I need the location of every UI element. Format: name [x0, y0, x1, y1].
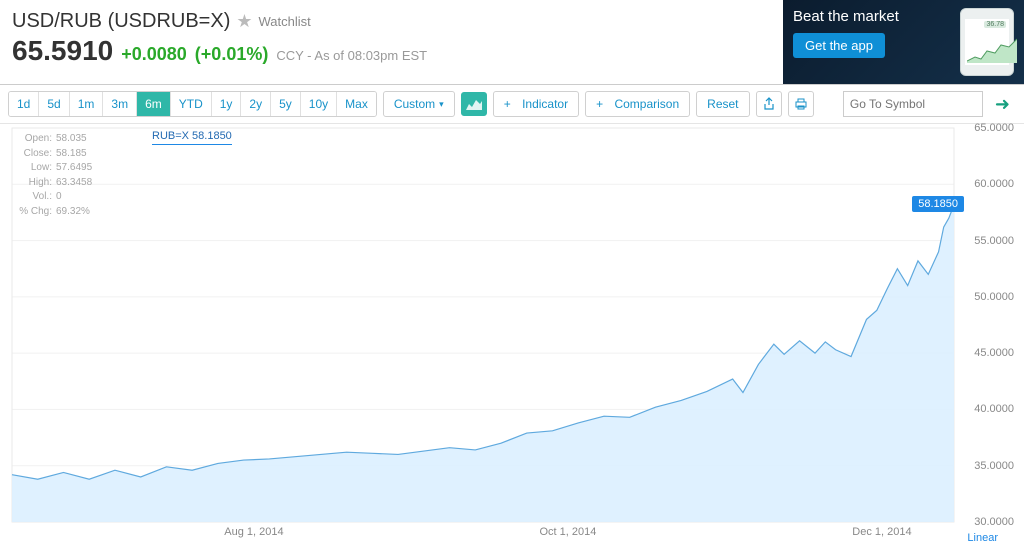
price-change-pct: (+0.01%)	[195, 44, 269, 65]
close-value: 58.185	[56, 148, 87, 159]
y-tick: 30.0000	[974, 516, 1014, 528]
last-price-flag: 58.1850	[912, 196, 964, 212]
high-label: High:	[14, 176, 52, 191]
plus-icon: +	[596, 97, 603, 111]
print-button[interactable]	[788, 91, 814, 117]
x-tick: Aug 1, 2014	[224, 526, 283, 538]
open-value: 58.035	[56, 133, 87, 144]
printer-icon	[794, 97, 808, 111]
vol-value: 0	[56, 191, 62, 202]
go-to-symbol-input[interactable]	[843, 91, 983, 117]
area-chart-icon	[466, 98, 482, 110]
y-tick: 45.0000	[974, 347, 1014, 359]
chart-canvas	[0, 124, 1024, 550]
range-1d[interactable]: 1d	[9, 92, 39, 116]
y-axis: 30.000035.000040.000045.000050.000055.00…	[956, 124, 1014, 522]
plus-icon: +	[504, 97, 511, 111]
watchlist-link[interactable]: Watchlist	[259, 14, 311, 29]
reset-button[interactable]: Reset	[696, 91, 749, 117]
price-chart[interactable]: Open: 58.035 Close: 58.185 Low: 57.6495 Hig…	[0, 124, 1024, 550]
comparison-button[interactable]: + Comparison	[585, 91, 690, 117]
range-1m[interactable]: 1m	[70, 92, 104, 116]
symbol: USD/RUB (USDRUB=X)	[12, 10, 230, 33]
chart-toolbar: 1d5d1m3m6mYTD1y2y5y10yMax Custom ▾ + Ind…	[0, 85, 1024, 124]
phone-value: 36.78	[984, 21, 1006, 28]
open-label: Open:	[14, 132, 52, 147]
y-tick: 60.0000	[974, 178, 1014, 190]
range-selector: 1d5d1m3m6mYTD1y2y5y10yMax	[8, 91, 377, 117]
comparison-label: Comparison	[614, 97, 679, 111]
high-value: 63.3458	[56, 177, 92, 188]
range-10y[interactable]: 10y	[301, 92, 337, 116]
x-axis: Aug 1, 2014 Oct 1, 2014 Dec 1, 2014	[0, 526, 954, 544]
indicator-button[interactable]: + Indicator	[493, 91, 579, 117]
series-tag: RUB=X 58.1850	[152, 130, 232, 145]
close-label: Close:	[14, 147, 52, 162]
ohlc-summary: Open: 58.035 Close: 58.185 Low: 57.6495 Hig…	[14, 132, 92, 219]
phone-icon: 36.78	[960, 8, 1014, 76]
range-Max[interactable]: Max	[337, 92, 376, 116]
range-3m[interactable]: 3m	[103, 92, 137, 116]
quote-header: USD/RUB (USDRUB=X) ★ Watchlist 65.5910 +…	[0, 0, 783, 84]
vol-label: Vol.:	[14, 190, 52, 205]
price-change: +0.0080	[121, 44, 187, 65]
price-meta: CCY - As of 08:03pm EST	[276, 48, 427, 63]
star-icon[interactable]: ★	[236, 11, 252, 32]
ad-cta-button[interactable]: Get the app	[793, 33, 885, 58]
range-6m[interactable]: 6m	[137, 92, 171, 116]
y-tick: 40.0000	[974, 403, 1014, 415]
range-5y[interactable]: 5y	[271, 92, 301, 116]
y-tick: 35.0000	[974, 460, 1014, 472]
promo-ad[interactable]: Beat the market Get the app 36.78	[783, 0, 1024, 84]
y-tick: 65.0000	[974, 122, 1014, 134]
top-bar: USD/RUB (USDRUB=X) ★ Watchlist 65.5910 +…	[0, 0, 1024, 85]
range-2y[interactable]: 2y	[241, 92, 271, 116]
x-tick: Dec 1, 2014	[852, 526, 911, 538]
range-YTD[interactable]: YTD	[171, 92, 212, 116]
x-tick: Oct 1, 2014	[539, 526, 596, 538]
share-icon	[762, 97, 776, 111]
ad-title: Beat the market	[793, 8, 956, 25]
chart-type-button[interactable]	[461, 92, 487, 116]
chg-value: 69.32%	[56, 206, 90, 217]
y-tick: 50.0000	[974, 291, 1014, 303]
go-arrow-button[interactable]: ➜	[989, 94, 1016, 115]
custom-range-button[interactable]: Custom ▾	[383, 91, 455, 117]
low-value: 57.6495	[56, 162, 92, 173]
y-tick: 55.0000	[974, 235, 1014, 247]
scale-label[interactable]: Linear	[967, 532, 998, 544]
custom-range-label: Custom	[394, 97, 435, 111]
low-label: Low:	[14, 161, 52, 176]
chevron-down-icon: ▾	[439, 99, 444, 110]
range-5d[interactable]: 5d	[39, 92, 69, 116]
indicator-label: Indicator	[522, 97, 568, 111]
range-1y[interactable]: 1y	[212, 92, 242, 116]
share-button[interactable]	[756, 91, 782, 117]
chg-label: % Chg:	[14, 205, 52, 220]
last-price: 65.5910	[12, 35, 113, 67]
